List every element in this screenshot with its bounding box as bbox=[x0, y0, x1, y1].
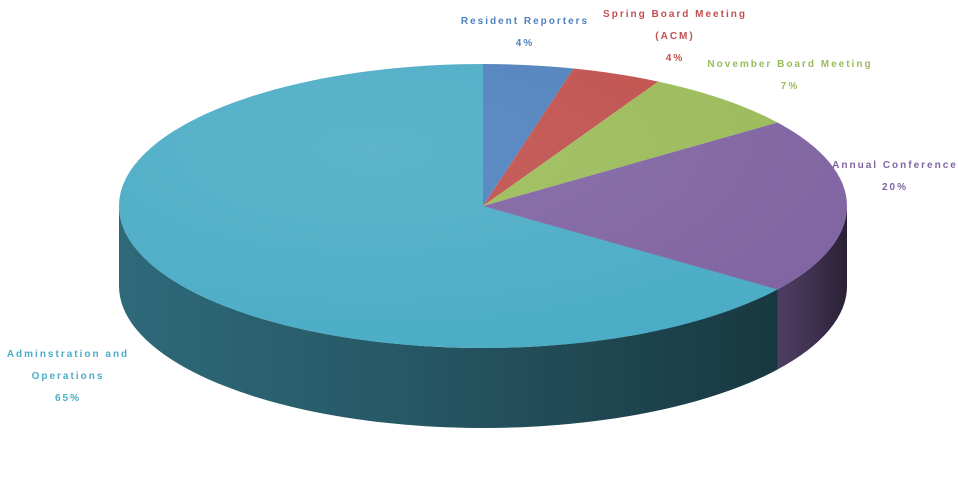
slice-percent-label: 65% bbox=[55, 393, 81, 404]
data-label-annual-conference: Annual Conference 20% bbox=[832, 160, 958, 193]
slice-side-shading-adminstration-and-operations bbox=[119, 206, 778, 428]
slice-category-label: Annual Conference bbox=[832, 160, 958, 171]
pie-tops bbox=[118, 64, 847, 348]
slice-category-label: (ACM) bbox=[655, 31, 694, 42]
slice-category-label: Spring Board Meeting bbox=[603, 9, 747, 20]
data-label-spring-board-meeting-acm: Spring Board Meeting (ACM) 4% bbox=[603, 9, 747, 64]
data-label-november-board-meeting: November Board Meeting 7% bbox=[707, 59, 872, 92]
slice-percent-label: 7% bbox=[781, 81, 799, 92]
slice-category-label: Operations bbox=[32, 371, 105, 382]
slice-category-label: Resident Reporters bbox=[461, 16, 589, 27]
data-label-adminstration-and-operations: Adminstration and Operations 65% bbox=[7, 349, 129, 404]
slice-category-label: November Board Meeting bbox=[707, 59, 872, 70]
slice-percent-label: 20% bbox=[882, 182, 908, 193]
data-label-resident-reporters: Resident Reporters 4% bbox=[461, 16, 589, 49]
slice-category-label: Adminstration and bbox=[7, 349, 129, 360]
slice-side-shading-annual-conference bbox=[777, 206, 847, 370]
pie-top-highlight bbox=[119, 64, 847, 348]
slice-percent-label: 4% bbox=[516, 38, 534, 49]
slice-percent-label: 4% bbox=[666, 53, 684, 64]
